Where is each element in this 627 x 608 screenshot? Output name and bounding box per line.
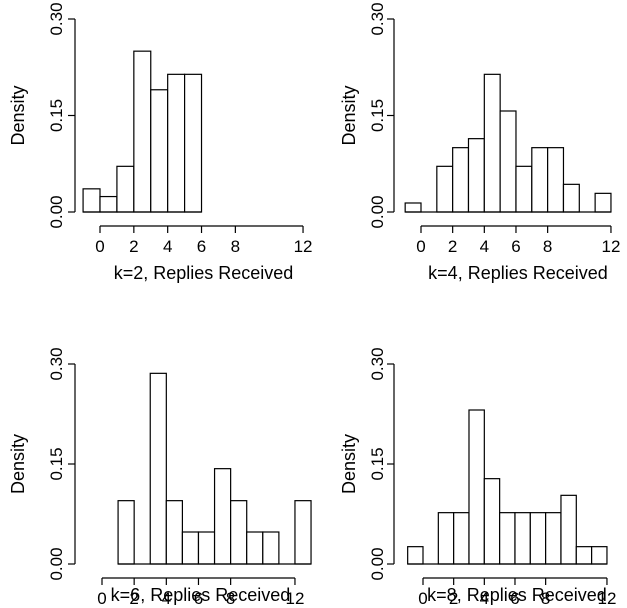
histogram-bar	[230, 500, 248, 565]
histogram-bar	[453, 512, 470, 565]
histogram-bar	[436, 165, 454, 213]
x-tick-label: 6	[511, 237, 520, 256]
histogram-bar	[407, 546, 424, 565]
y-axis-label: Density	[339, 434, 359, 494]
histogram-bar	[116, 165, 135, 213]
histogram-bar	[499, 110, 517, 213]
histogram-bar	[514, 512, 531, 565]
histogram-bar	[547, 147, 565, 213]
histogram-bar	[150, 89, 169, 213]
y-tick-label: 0.15	[47, 99, 66, 132]
histogram-bar	[467, 138, 485, 213]
histogram-bar	[483, 478, 501, 565]
histogram-bar	[562, 183, 580, 213]
x-tick-label: 8	[231, 237, 240, 256]
y-tick-label: 0.30	[368, 347, 387, 380]
histogram-panel-k6: 0 2 4 6 8 12 0.00 0.15 0.30 k=6, Replies Received…	[8, 347, 312, 608]
x-tick-label: 0	[97, 589, 106, 608]
histogram-bar	[82, 188, 101, 213]
x-tick-label: 12	[294, 237, 313, 256]
histogram-bar	[133, 50, 152, 213]
histogram-bar	[184, 73, 203, 213]
x-tick-label: 0	[95, 237, 104, 256]
y-tick-label: 0.00	[368, 547, 387, 580]
histogram-bar	[594, 192, 612, 213]
histogram-bar	[149, 372, 167, 565]
x-tick-label: 4	[480, 589, 489, 608]
x-axis-label: k=2, Replies Received	[114, 263, 294, 283]
x-tick-label: 4	[162, 589, 171, 608]
y-tick-label: 0.00	[47, 195, 66, 228]
y-tick-label: 0.30	[47, 347, 66, 380]
histogram-bar	[165, 500, 184, 565]
histogram-bar	[246, 531, 264, 565]
x-tick-label: 8	[543, 237, 552, 256]
histogram-bar	[197, 531, 216, 565]
y-tick-label: 0.30	[47, 2, 66, 35]
x-tick-label: 8	[226, 589, 235, 608]
histogram-bar	[483, 73, 501, 213]
histogram-bar	[117, 500, 135, 565]
histogram-bar	[545, 512, 562, 565]
histogram-bar	[499, 512, 516, 565]
y-axis-label: Density	[8, 85, 28, 145]
x-tick-label: 6	[510, 589, 519, 608]
histogram-bar	[404, 202, 422, 213]
x-tick-label: 2	[129, 589, 138, 608]
histogram-bar	[468, 409, 485, 565]
histogram-bar	[560, 494, 577, 565]
y-tick-label: 0.15	[368, 99, 387, 132]
x-tick-label: 12	[597, 589, 616, 608]
histogram-bar	[99, 195, 118, 213]
histogram-bar	[181, 531, 200, 565]
x-axis-label: k=6, Replies Received	[111, 585, 291, 605]
x-tick-label: 8	[541, 589, 550, 608]
histogram-bar	[294, 500, 312, 565]
histogram-panel-k4: 0 2 4 6 8 12 0.00 0.15 0.30 k=4, Replies Received…	[339, 2, 620, 283]
x-tick-label: 2	[129, 237, 138, 256]
histogram-bar	[531, 147, 549, 213]
histogram-bar	[591, 546, 608, 565]
x-tick-label: 6	[194, 589, 203, 608]
histogram-panel-k2: 0 2 4 6 8 12 0.00 0.15 0.30 k=2, Replies Received…	[8, 2, 313, 283]
x-tick-label: 12	[601, 237, 620, 256]
x-tick-label: 0	[416, 237, 425, 256]
y-tick-label: 0.00	[47, 547, 66, 580]
x-tick-label: 4	[163, 237, 172, 256]
histogram-bar	[452, 147, 470, 213]
y-axis-label: Density	[8, 434, 28, 494]
x-tick-label: 12	[285, 589, 304, 608]
histogram-bar	[262, 531, 280, 565]
y-tick-label: 0.00	[368, 195, 387, 228]
x-tick-label: 4	[480, 237, 489, 256]
y-tick-label: 0.15	[47, 447, 66, 480]
histogram-bar	[529, 512, 547, 565]
histogram-bar	[575, 546, 593, 565]
y-tick-label: 0.15	[368, 447, 387, 480]
histogram-bar	[167, 73, 186, 213]
histogram-bar	[515, 165, 533, 213]
y-tick-label: 0.30	[368, 2, 387, 35]
x-tick-label: 2	[448, 237, 457, 256]
histogram-panel-k8: 0 2 4 6 8 12 0.00 0.15 0.30 k=8, Replies Received…	[339, 347, 616, 608]
x-tick-label: 6	[197, 237, 206, 256]
x-axis-label: k=8, Replies Received	[427, 585, 607, 605]
x-tick-label: 0	[418, 589, 427, 608]
histogram-bar	[213, 468, 232, 565]
x-tick-label: 2	[449, 589, 458, 608]
x-axis-label: k=4, Replies Received	[428, 263, 608, 283]
histogram-bar	[437, 512, 455, 565]
y-axis-label: Density	[339, 85, 359, 145]
